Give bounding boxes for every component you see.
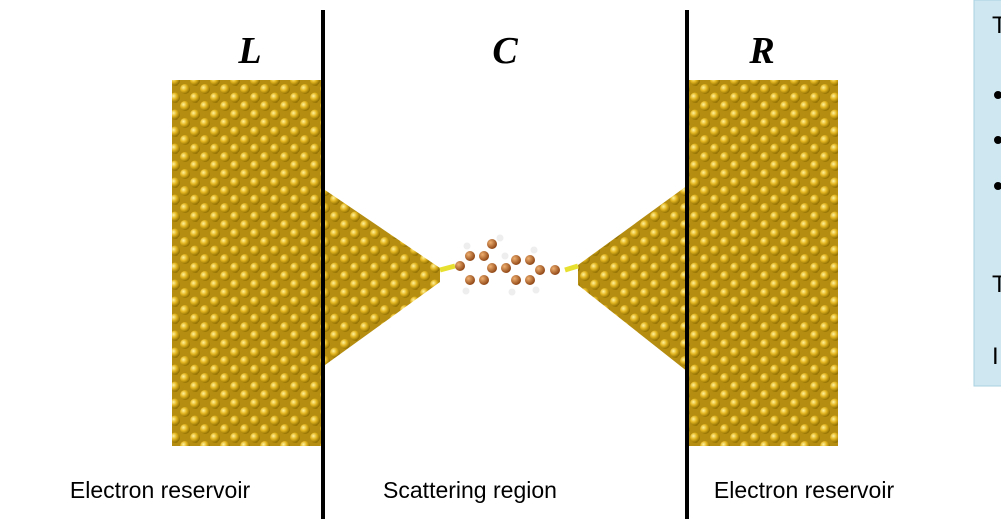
diagram: T T I L C R Electron reservoir Scatterin… xyxy=(0,0,1001,519)
box-text: T xyxy=(992,271,1001,298)
region-caption: Electron reservoir xyxy=(70,477,251,503)
box-text: T xyxy=(992,12,1001,39)
region-label: L xyxy=(237,30,261,72)
region-label: R xyxy=(748,30,774,72)
region-caption: Electron reservoir xyxy=(714,477,895,503)
box-text: I xyxy=(992,343,999,370)
right-tip xyxy=(578,185,688,372)
molecule xyxy=(455,235,560,296)
left-electrode xyxy=(172,80,325,446)
region-caption: Scattering region xyxy=(383,477,557,503)
left-tip xyxy=(325,190,440,365)
right-electrode xyxy=(688,80,838,446)
region-label: C xyxy=(492,30,518,72)
side-box xyxy=(974,0,1001,386)
